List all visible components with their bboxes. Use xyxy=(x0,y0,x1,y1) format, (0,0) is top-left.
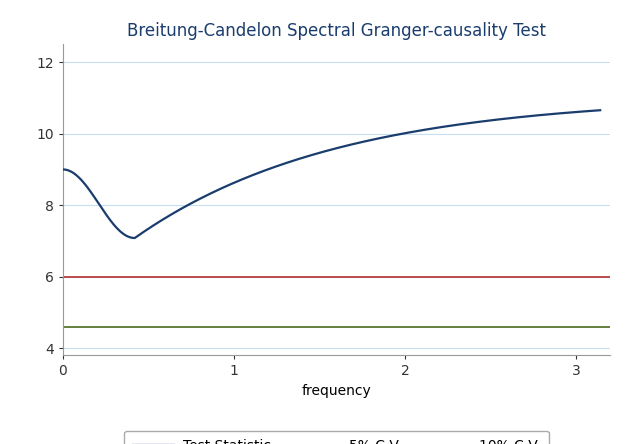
Title: Breitung-Candelon Spectral Granger-causality Test: Breitung-Candelon Spectral Granger-causa… xyxy=(127,22,546,40)
Legend: Test Statistic, 5% C.V., 10% C.V.: Test Statistic, 5% C.V., 10% C.V. xyxy=(125,431,548,444)
X-axis label: frequency: frequency xyxy=(302,384,371,398)
